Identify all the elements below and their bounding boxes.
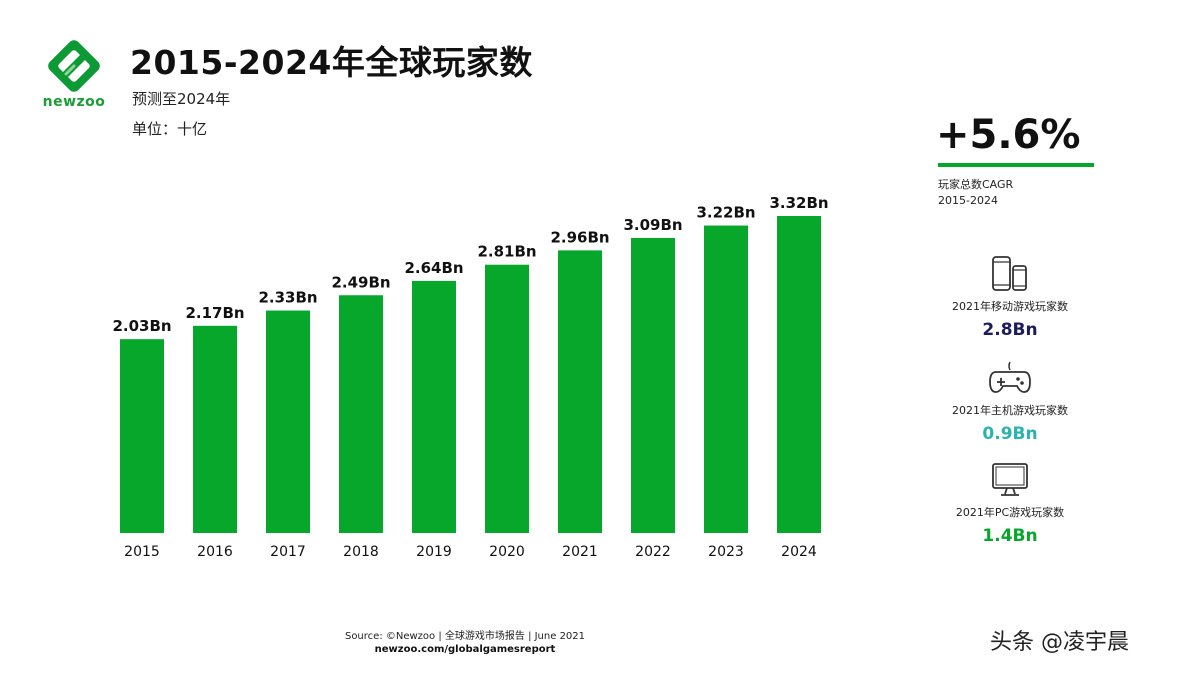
stat-console: 2021年主机游戏玩家数 0.9Bn (940, 360, 1080, 444)
newzoo-logo: newzoo (42, 36, 106, 110)
x-tick-2016: 2016 (197, 544, 233, 560)
x-tick-2019: 2019 (416, 544, 452, 560)
stat-mobile-label: 2021年移动游戏玩家数 (952, 300, 1068, 313)
data-label-2018: 2.49Bn (331, 273, 390, 291)
data-label-2020: 2.81Bn (477, 243, 536, 261)
bar-2019 (412, 280, 456, 533)
data-label-2019: 2.64Bn (404, 259, 463, 277)
x-tick-2022: 2022 (635, 544, 671, 560)
stat-pc-label: 2021年PC游戏玩家数 (955, 506, 1065, 519)
stat-pc: 2021年PC游戏玩家数 1.4Bn (940, 462, 1080, 546)
cagr-label-line-2: 2015-2024 (938, 194, 998, 207)
mobile-phones-icon (992, 256, 1027, 291)
x-tick-2023: 2023 (708, 544, 744, 560)
bar-2020 (485, 264, 529, 533)
x-tick-2024: 2024 (781, 544, 817, 560)
stat-mobile-value: 2.8Bn (982, 320, 1038, 340)
bar-2022 (631, 237, 675, 533)
bar-chart: 2.03Bn 2015 2.17Bn 2016 2.33Bn 2017 2.49Bn 2018… (112, 194, 828, 560)
cagr-label: 玩家总数CAGR 2015-2024 (938, 177, 1013, 209)
data-label-2023: 3.22Bn (696, 204, 755, 222)
cagr-label-line-1: 玩家总数CAGR (938, 178, 1014, 191)
x-tick-2017: 2017 (270, 544, 306, 560)
stat-mobile: 2021年移动游戏玩家数 2.8Bn (940, 256, 1080, 340)
data-label-2016: 2.17Bn (185, 304, 244, 322)
source-url: newzoo.com/globalgamesreport (374, 644, 556, 655)
stat-pc-value: 1.4Bn (982, 526, 1038, 546)
x-tick-2018: 2018 (343, 544, 379, 560)
bar-2024 (777, 216, 821, 533)
x-tick-2015: 2015 (124, 544, 160, 560)
bar-2018 (339, 295, 383, 533)
newzoo-logo-icon (48, 40, 100, 92)
page-subtitle: 预测至2024年 (132, 90, 231, 108)
data-label-2022: 3.09Bn (623, 216, 682, 234)
bar-2017 (266, 310, 310, 533)
x-tick-2020: 2020 (489, 544, 525, 560)
watermark: 头条 @凌宇晨 (990, 630, 1129, 655)
bar-2015 (120, 339, 164, 533)
source-note: Source: ©Newzoo | 全球游戏市场报告 | June 2021 (344, 631, 586, 642)
logo-text: newzoo (42, 94, 106, 110)
stat-console-value: 0.9Bn (982, 424, 1038, 444)
cagr-underline (938, 163, 1094, 167)
gamepad-icon (989, 361, 1031, 393)
unit-label: 单位：十亿 (132, 120, 208, 138)
monitor-icon (992, 463, 1028, 496)
data-label-2017: 2.33Bn (258, 289, 317, 307)
cagr-value: +5.6% (936, 112, 1081, 158)
data-label-2024: 3.32Bn (769, 194, 828, 212)
bar-2021 (558, 250, 602, 534)
page-title: 2015-2024年全球玩家数 (130, 43, 533, 82)
stat-console-label: 2021年主机游戏玩家数 (952, 404, 1068, 417)
x-tick-2021: 2021 (562, 544, 598, 560)
bar-2023 (704, 225, 748, 533)
data-label-2021: 2.96Bn (550, 228, 609, 246)
data-label-2015: 2.03Bn (112, 317, 171, 335)
bar-2016 (193, 325, 237, 533)
